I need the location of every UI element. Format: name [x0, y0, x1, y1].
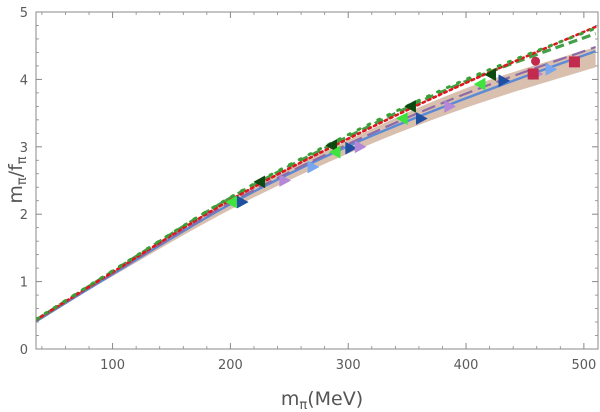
- marker-bright-green-triangles: [225, 195, 237, 209]
- x-tick-label: 400: [454, 358, 479, 373]
- marker-violet-triangles: [354, 140, 367, 154]
- marker-violet-triangles: [279, 174, 292, 187]
- marker-red-squares: [568, 56, 580, 68]
- marker-red-circle: [531, 56, 541, 66]
- marker-violet-triangles: [444, 99, 457, 113]
- x-tick-label: 200: [218, 358, 243, 373]
- marker-dark-green-triangles: [484, 68, 497, 82]
- x-tick-label: 300: [336, 358, 361, 373]
- curve-dotted: [36, 25, 597, 322]
- x-tick-label: 100: [100, 358, 125, 373]
- marker-dark-green-triangles: [325, 139, 337, 152]
- marker-blue-triangles: [236, 195, 249, 209]
- y-tick-label: 2: [20, 208, 28, 223]
- marker-red-squares: [527, 68, 539, 80]
- marker-bright-green-triangles: [328, 145, 341, 159]
- marker-bright-green-triangles: [473, 77, 486, 91]
- marker-light-blue-triangles: [307, 160, 320, 174]
- y-tick-label: 0: [20, 343, 28, 358]
- uncertainty-band: [36, 47, 596, 322]
- marker-dark-green-triangles: [404, 99, 416, 113]
- marker-dark-green-triangles: [253, 175, 266, 189]
- marker-blue-triangles: [498, 74, 511, 88]
- marker-light-blue-triangles: [545, 62, 558, 76]
- y-tick-label: 4: [20, 73, 28, 88]
- y-tick-label: 5: [20, 6, 28, 21]
- marker-bright-green-triangles: [395, 112, 408, 125]
- marker-blue-triangles: [416, 112, 428, 125]
- curve-layer: [36, 25, 598, 323]
- marker-layer: [225, 56, 580, 209]
- x-tick-label: 500: [571, 358, 596, 373]
- tick-layer: 100 200 300 400 500 0 1 2 3 4 5: [20, 6, 598, 373]
- x-axis-title: mπ(MeV): [281, 388, 363, 412]
- y-axis-title: mπ/fπ: [5, 156, 30, 203]
- y-tick-label: 3: [20, 141, 28, 156]
- marker-blue-triangles: [345, 141, 358, 155]
- band-layer: [36, 47, 596, 322]
- y-tick-label: 1: [20, 276, 28, 291]
- plot-frame: [35, 11, 599, 350]
- curve-sparsedot: [36, 26, 598, 321]
